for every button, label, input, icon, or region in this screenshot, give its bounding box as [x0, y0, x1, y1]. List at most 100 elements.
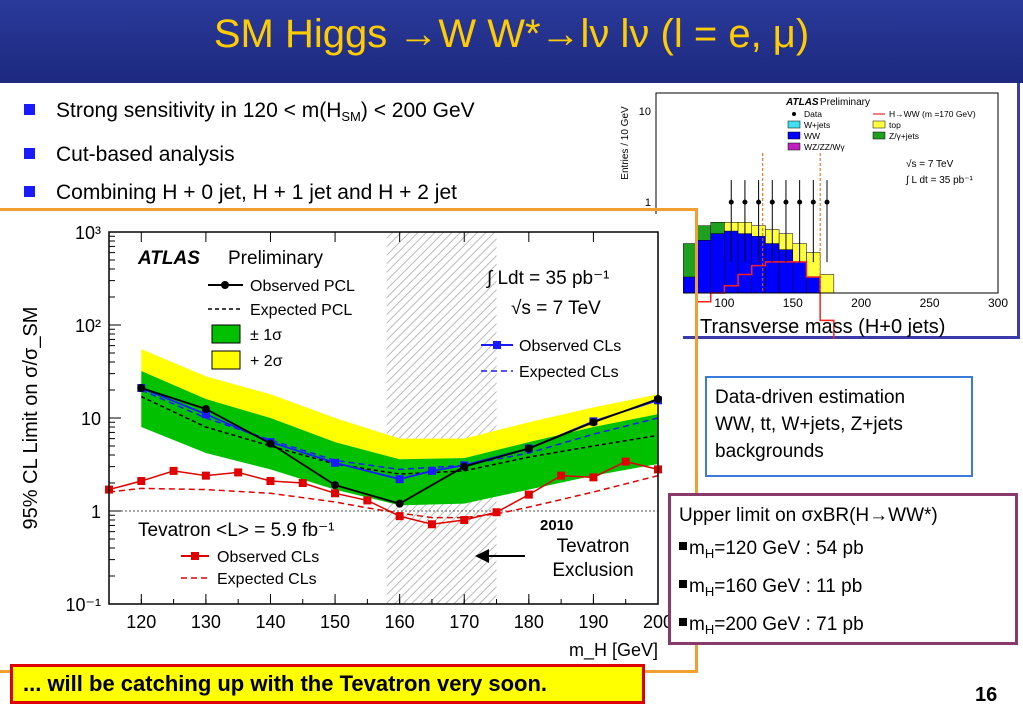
inset-legend-label: H→WW (m =170 GeV) [889, 109, 976, 119]
inset-legend-label: top [889, 120, 901, 130]
mass-subscript: H [704, 622, 715, 637]
y-tick-label: 10 [81, 409, 101, 429]
tevatron-observed-cls-point [201, 471, 210, 480]
main-plot: 120 130 140 150 160 170 180 190 200 10⁻¹ 1 10 10² 10³… [3, 214, 683, 666]
ww-bar [806, 276, 821, 294]
bullet-sensitivity: Strong sensitivity in 120 < m(HSM) < 200… [20, 92, 475, 136]
limit-chart: 120 130 140 150 160 170 180 190 200 10⁻¹ 1 10 10² 10³… [20, 223, 673, 661]
observed-pcl-point [266, 439, 275, 448]
data-driven-line: WW, tt, W+jets, Z+jets [715, 414, 903, 435]
data-point [742, 199, 748, 205]
x-tick-label: 200 [643, 612, 673, 632]
x-tick-label: 120 [126, 612, 156, 632]
bullet-text: ) < 200 GeV [360, 99, 475, 122]
tevatron-observed-cls-point [460, 516, 469, 525]
tevatron-observed-cls-point [331, 489, 340, 498]
x-tick-label: 130 [191, 612, 221, 632]
observed-pcl-point [460, 462, 469, 471]
data-point [810, 199, 816, 205]
inset-legend-swatch [872, 120, 886, 129]
observed-pcl-point [524, 444, 533, 453]
tevatron-observed-cls-point [137, 477, 146, 486]
upper-limit-row: mH=200 GeV : 71 pb [679, 611, 1007, 643]
tevatron-observed-cls-point [169, 466, 178, 475]
inset-x-tick-label: 150 [783, 296, 803, 310]
upper-limit-row: mH=160 GeV : 11 pb [679, 573, 1007, 605]
legend-two-sigma: + 2σ [250, 353, 283, 370]
legend-observed-pcl: Observed PCL [250, 278, 355, 295]
bullet-square-icon [679, 580, 687, 588]
title-bar [0, 0, 1023, 80]
tevatron-exclusion-label: Tevatron [557, 536, 630, 557]
observed-pcl-point [395, 499, 404, 508]
luminosity-label: ∫ Ldt = 35 pb⁻¹ [486, 268, 609, 289]
upper-limit-row: mH=120 GeV : 54 pb [679, 535, 1007, 567]
expected-cls-line [140, 389, 659, 471]
inset-frame [655, 92, 999, 294]
observed-cls-point [427, 466, 436, 475]
y-tick-label: 1 [91, 502, 101, 522]
tevatron-observed-cls-point [395, 512, 404, 521]
inset-x-tick-label: 250 [920, 296, 940, 310]
y-tick-label: 10⁻¹ [65, 595, 101, 615]
inset-legend-swatch [787, 120, 801, 129]
exclusion-arrow-head [475, 549, 489, 563]
tevatron-observed-cls-point [234, 468, 243, 477]
two-sigma-band [141, 349, 658, 460]
limit-value: =200 GeV : 71 pb [714, 614, 864, 635]
inset-legend-label: Z/γ+jets [889, 131, 919, 141]
legend-expected-cls: Expected CLs [519, 364, 619, 381]
inset-luminosity-label: ∫ L dt = 35 pb⁻¹ [905, 175, 974, 186]
tevatron-exclusion-region [386, 232, 497, 604]
data-point [797, 199, 803, 205]
observed-cls-point [201, 410, 210, 419]
inset-legend-swatch [787, 142, 801, 151]
one-sigma-band [141, 371, 658, 506]
x-tick-label: 180 [514, 612, 544, 632]
upper-limit-title: Upper limit on σxBR(H→WW*) [679, 505, 938, 526]
preliminary-label: Preliminary [228, 248, 324, 269]
tevatron-observed-cls-point [266, 477, 275, 486]
tevatron-observed-cls-point [621, 457, 630, 466]
data-driven-box: Data-driven estimation WW, tt, W+jets, Z… [705, 376, 973, 477]
y-tick-label: 10² [75, 316, 101, 336]
data-driven-line: Data-driven estimation [715, 387, 906, 408]
x-tick-label: 170 [449, 612, 479, 632]
tevatron-observed-cls-line [108, 460, 659, 526]
legend-observed-cls: Observed CLs [519, 338, 621, 355]
observed-pcl-point [589, 418, 598, 427]
transverse-mass-chart: 50100150200250300110Entries / 10 GeVATLA… [620, 92, 1008, 385]
bullet-text: Strong sensitivity in 120 < m(H [56, 99, 342, 122]
y-tick-label: 10³ [75, 223, 101, 243]
inset-energy-label: √s = 7 TeV [906, 158, 954, 170]
observed-pcl-point [331, 481, 340, 490]
year-label: 2010 [540, 517, 573, 534]
legend-tev-observed-marker [191, 552, 199, 560]
data-point [824, 199, 830, 205]
legend-tev-expected: Expected CLs [217, 571, 317, 588]
bottom-banner: ... will be catching up with the Tevatro… [10, 664, 645, 704]
bullet-square-icon [679, 618, 687, 626]
inset-legend-label: WW [804, 131, 820, 141]
tevatron-observed-cls-point [363, 496, 372, 505]
inset-y-axis-label: Entries / 10 GeV [620, 106, 631, 180]
x-tick-label: 160 [385, 612, 415, 632]
limit-value: =160 GeV : 11 pb [714, 576, 863, 597]
inset-caption: Transverse mass (H+0 jets) [700, 316, 946, 338]
observed-pcl-point [137, 384, 146, 393]
atlas-label: ATLAS [137, 248, 200, 269]
inset-legend-swatch [787, 131, 801, 140]
background-stack-bar [819, 274, 835, 294]
data-point [769, 199, 775, 205]
y-axis-label: 95% CL Limit on σ/σ_SM [20, 307, 42, 530]
upper-limit-box: Upper limit on σxBR(H→WW*) mH=120 GeV : … [668, 493, 1018, 645]
inset-preliminary-label: Preliminary [820, 97, 870, 108]
mass-symbol: m [689, 614, 705, 635]
tevatron-exclusion-label: Exclusion [552, 560, 633, 581]
bullet-cut-based: Cut-based analysis [20, 136, 475, 174]
inset-x-tick-label: 100 [714, 296, 734, 310]
bullet-list: Strong sensitivity in 120 < m(HSM) < 200… [20, 92, 475, 212]
ww-bar [710, 233, 725, 294]
x-tick-label: 190 [578, 612, 608, 632]
inset-legend-marker [792, 112, 796, 116]
